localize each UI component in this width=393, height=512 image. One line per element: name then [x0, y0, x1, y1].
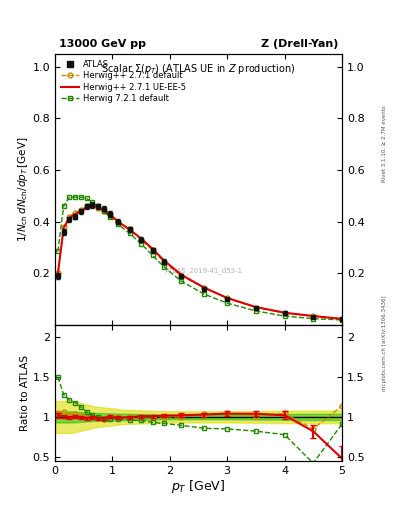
Text: mcplots.cern.ch [arXiv:1306.3436]: mcplots.cern.ch [arXiv:1306.3436] [382, 295, 387, 391]
X-axis label: $p_T$ [GeV]: $p_T$ [GeV] [171, 478, 226, 496]
Text: Scalar $\Sigma(p_T)$ (ATLAS UE in $Z$ production): Scalar $\Sigma(p_T)$ (ATLAS UE in $Z$ pr… [101, 62, 296, 76]
Text: ATLAS_2019-41_d53-1: ATLAS_2019-41_d53-1 [165, 267, 243, 274]
Y-axis label: $1/N_{\rm ch}\,dN_{\rm ch}/dp_T\,[\rm GeV]$: $1/N_{\rm ch}\,dN_{\rm ch}/dp_T\,[\rm Ge… [16, 137, 29, 242]
Text: Z (Drell-Yan): Z (Drell-Yan) [261, 39, 338, 49]
Text: 13000 GeV pp: 13000 GeV pp [59, 39, 146, 49]
Text: Rivet 3.1.10, ≥ 2.7M events: Rivet 3.1.10, ≥ 2.7M events [382, 105, 387, 182]
Legend: ATLAS, Herwig++ 2.7.1 default, Herwig++ 2.7.1 UE-EE-5, Herwig 7.2.1 default: ATLAS, Herwig++ 2.7.1 default, Herwig++ … [57, 56, 190, 106]
Y-axis label: Ratio to ATLAS: Ratio to ATLAS [20, 355, 30, 431]
